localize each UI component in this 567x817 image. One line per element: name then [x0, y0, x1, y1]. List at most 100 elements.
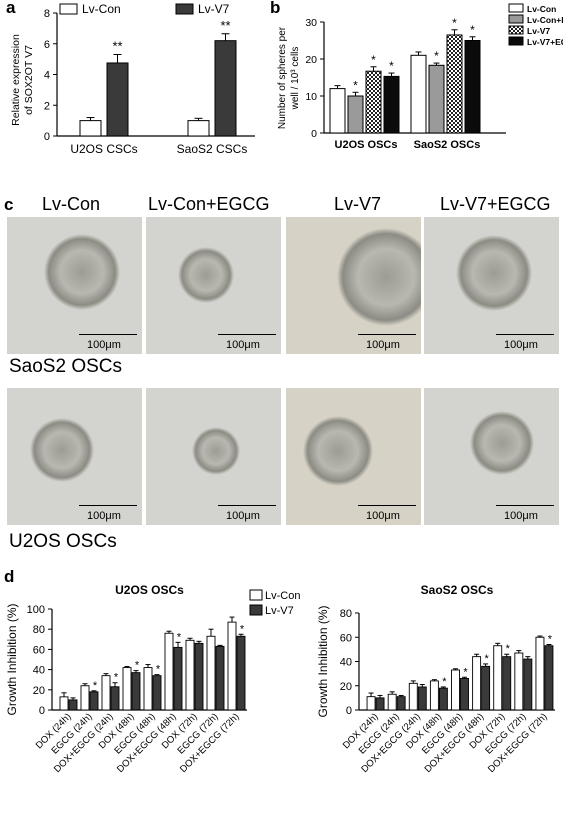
chart-title: SaoS2 OSCs: [421, 583, 494, 597]
bar: [236, 635, 246, 711]
y-tick-label: 20: [340, 681, 352, 693]
significance-mark: **: [112, 39, 122, 54]
bar: [214, 40, 237, 137]
legend-label: Lv-Con: [82, 2, 121, 16]
scale-bar: [496, 333, 554, 335]
y-tick-label: 8: [44, 8, 50, 20]
significance-mark: *: [135, 660, 140, 672]
scale-bar-label: 100μm: [366, 339, 400, 351]
bar: [438, 687, 448, 711]
panel-label-d: d: [4, 567, 15, 586]
micrograph-photo: 100μm: [146, 388, 281, 525]
bar: [131, 672, 141, 711]
column-header-lv-con-egcg: Lv-Con+EGCG: [148, 194, 270, 214]
scale-bar: [79, 504, 137, 506]
micrograph-photo: 100μm: [286, 388, 421, 525]
bar: [206, 635, 216, 711]
y-tick-label: 20: [305, 54, 317, 66]
legend-swatch: [508, 3, 524, 13]
bar: [110, 686, 120, 711]
x-tick-label: SaoS2 OSCs: [414, 139, 481, 151]
scale-bar-label: 100μm: [87, 510, 121, 522]
significance-mark: *: [548, 634, 553, 646]
legend-swatch: [175, 3, 194, 15]
scale-bar-label: 100μm: [504, 510, 538, 522]
y-axis-label-line2: of SOX2OT V7: [23, 45, 35, 115]
bar: [347, 95, 364, 134]
bar: [366, 696, 376, 711]
legend-swatch: [59, 3, 78, 15]
micrograph-photo: 100μm: [7, 388, 142, 525]
bar: [122, 667, 132, 711]
x-tick-label: U2OS OSCs: [335, 139, 398, 151]
panel-label-b: b: [270, 0, 281, 17]
significance-mark: *: [484, 653, 489, 665]
bar: [396, 696, 406, 711]
scale-bar-label: 100μm: [226, 510, 260, 522]
legend-label: Lv-Con+EGCG: [527, 15, 563, 25]
y-tick-label: 30: [305, 17, 317, 29]
significance-mark: *: [371, 53, 376, 67]
legend-swatch: [508, 14, 524, 24]
chart-d-saos2: SaoS2 OSCs 0 20 40 60 80 Growth Inhibition (%)…: [316, 583, 555, 775]
y-axis-label-line1: Number of spheres per: [277, 26, 288, 129]
scale-bar: [496, 504, 554, 506]
legend-swatch: [249, 604, 263, 616]
legend-label: Lv-Con: [527, 4, 556, 14]
bar: [227, 621, 237, 711]
bar: [544, 645, 554, 711]
bar: [535, 636, 545, 711]
panel-label-c: c: [4, 195, 14, 214]
legend-swatch: [249, 589, 263, 601]
chart-a: 0 2 4 6 8 Relative expression of SOX2OT V7 U2OS…: [10, 2, 255, 156]
bar: [329, 88, 346, 134]
bar: [523, 658, 533, 711]
micrograph-photo: 100μm: [424, 217, 559, 354]
significance-mark: *: [506, 643, 511, 655]
x-tick-label: SaoS2 CSCs: [177, 142, 248, 156]
bar: [80, 685, 90, 711]
micrograph-photo: 100μm: [146, 217, 281, 354]
legend-label: Lv-Con: [265, 590, 300, 602]
bar: [194, 642, 204, 711]
y-tick-label: 20: [33, 685, 45, 697]
x-tick-label: U2OS CSCs: [70, 142, 137, 156]
y-tick-label: 2: [44, 100, 50, 112]
y-axis-label-line1: Relative expression: [10, 34, 22, 126]
row-label-saos2: SaoS2 OSCs: [9, 356, 122, 377]
bar: [383, 75, 400, 134]
bar: [101, 675, 111, 711]
bar: [429, 680, 439, 711]
y-tick-label: 40: [33, 665, 45, 677]
y-tick-label: 0: [311, 128, 317, 140]
legend-swatch: [508, 25, 524, 35]
significance-mark: *: [93, 680, 98, 692]
scale-bar: [358, 504, 416, 506]
column-header-lv-v7: Lv-V7: [334, 194, 382, 214]
bar: [79, 120, 102, 137]
y-tick-label: 60: [33, 644, 45, 656]
y-tick-label: 4: [44, 70, 50, 82]
chart-title: U2OS OSCs: [115, 583, 184, 597]
bar: [464, 40, 481, 134]
bar: [472, 656, 482, 711]
chart-d-u2os: U2OS OSCs 0 20 40 60 80 100 Growth Inhibition (…: [5, 583, 300, 775]
bar: [481, 665, 491, 711]
y-axis-label: Growth Inhibition (%): [5, 603, 19, 715]
scale-bar: [358, 333, 416, 335]
legend-label: Lv-V7: [198, 2, 230, 16]
significance-mark: *: [353, 78, 358, 92]
y-tick-label: 100: [27, 604, 45, 616]
bar: [502, 656, 512, 711]
row-label-u2os: U2OS OSCs: [9, 531, 117, 552]
significance-mark: *: [470, 23, 475, 37]
y-tick-label: 10: [305, 91, 317, 103]
bar: [106, 62, 129, 137]
bar: [375, 697, 385, 711]
bar: [173, 646, 183, 711]
bar: [89, 691, 99, 711]
significance-mark: *: [434, 49, 439, 63]
scale-bar-label: 100μm: [226, 339, 260, 351]
bar: [365, 70, 382, 134]
bar: [417, 686, 427, 711]
